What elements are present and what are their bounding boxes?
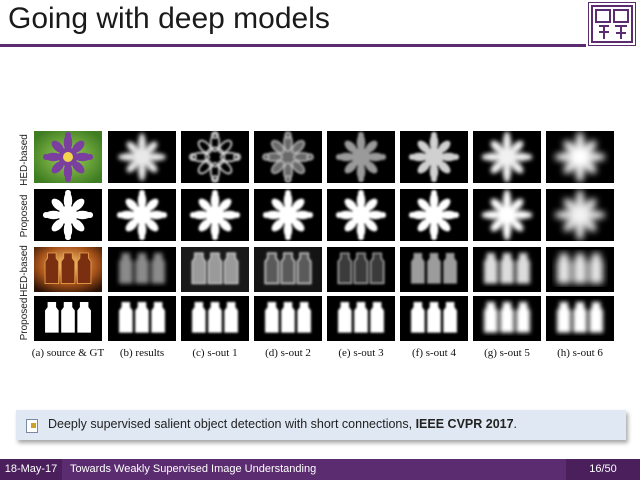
title-divider [0, 44, 586, 47]
page-number: 16/50 [566, 459, 640, 480]
row-label-4: Proposed [19, 298, 30, 341]
row-label-3: HED-based [19, 245, 30, 297]
caption-s-out-6: (h) s-out 6 [557, 347, 603, 359]
comparison-figure: HED-based Proposed HED-based Proposed [19, 131, 614, 359]
citation-venue: IEEE CVPR 2017 [415, 417, 514, 431]
caption-s-out-3: (e) s-out 3 [338, 347, 384, 359]
caption-s-out-2: (d) s-out 2 [265, 347, 311, 359]
caption-s-out-1: (c) s-out 1 [192, 347, 237, 359]
citation-tail: . [513, 417, 518, 431]
footer-title: Towards Weakly Supervised Image Understa… [70, 463, 317, 475]
university-logo [588, 2, 636, 46]
citation-title: Deeply supervised salient object detecti… [48, 417, 416, 431]
document-icon [26, 419, 38, 433]
row-label-2: Proposed [19, 195, 30, 238]
footer-date: 18-May-17 [0, 459, 62, 480]
row-1-hed-flower [34, 131, 614, 183]
slide-footer: 18-May-17 Towards Weakly Supervised Imag… [0, 459, 640, 480]
caption-s-out-5: (g) s-out 5 [484, 347, 530, 359]
caption-s-out-4: (f) s-out 4 [412, 347, 456, 359]
row-4-proposed-bottles [34, 296, 614, 341]
caption-source-gt: (a) source & GT [32, 347, 105, 359]
citation-box: Deeply supervised salient object detecti… [16, 410, 626, 440]
row-2-proposed-flower [34, 189, 614, 241]
slide-title: Going with deep models [8, 2, 330, 35]
caption-results: (b) results [120, 347, 164, 359]
row-label-1: HED-based [19, 134, 30, 186]
citation-text: Deeply supervised salient object detecti… [48, 417, 517, 431]
row-3-hed-bottles [34, 247, 614, 292]
